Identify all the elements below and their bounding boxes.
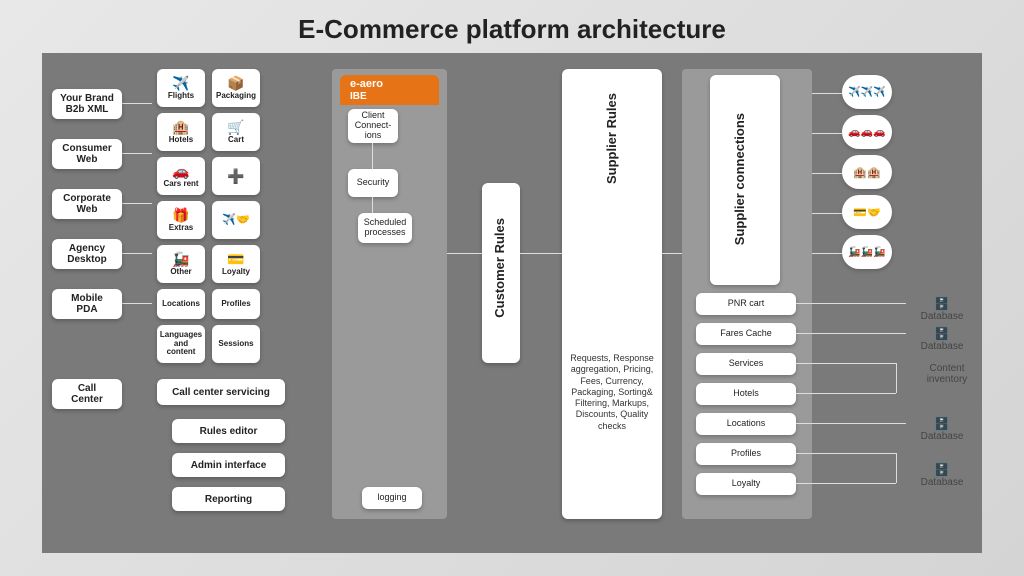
db-4: 🗄️ Database [912,417,972,442]
sup-icon-cars: 🚗🚗🚗 [842,115,892,149]
cat-hotels: 🏨Hotels [157,113,205,151]
cat-loyalty: 💳Loyalty [212,245,260,283]
channel-b2b: Your BrandB2b XML [52,89,122,119]
cat-extras: 🎁Extras [157,201,205,239]
ibe-scheduled: Scheduled processes [358,213,412,243]
channel-consumer: ConsumerWeb [52,139,122,169]
channel-agency: AgencyDesktop [52,239,122,269]
customer-rules-label: Customer Rules [492,218,507,318]
db-1: 🗄️ Database [912,297,972,322]
db-3: Content inventory [912,363,982,385]
supplier-rules-label: Supplier Rules [604,93,619,184]
db-5: 🗄️ Database [912,463,972,488]
channel-mobile: MobilePDA [52,289,122,319]
db-2: 🗄️ Database [912,327,972,352]
eaero-header: e-aeroIBE [340,75,439,105]
ibe-security: Security [348,169,398,197]
page-title: E-Commerce platform architecture [0,0,1024,53]
ibe-logging: logging [362,487,422,509]
cat-locations: Locations [157,289,205,319]
channel-corporate: CorporateWeb [52,189,122,219]
cat-cars: 🚗Cars rent [157,157,205,195]
channel-callcenter: CallCenter [52,379,122,409]
admin-rules: Rules editor [172,419,285,443]
sup-hotels: Hotels [696,383,796,405]
cat-cart: 🛒Cart [212,113,260,151]
cat-flights: ✈️Flights [157,69,205,107]
sup-fares: Fares Cache [696,323,796,345]
cat-sessions: Sessions [212,325,260,363]
diagram-canvas: Your BrandB2b XML ConsumerWeb CorporateW… [42,53,982,553]
sup-pnr: PNR cart [696,293,796,315]
sup-services: Services [696,353,796,375]
cat-languages: Languages and content [157,325,205,363]
admin-interface: Admin interface [172,453,285,477]
sup-locations: Locations [696,413,796,435]
sup-icon-pay: 💳🤝 [842,195,892,229]
supplier-conn-label: Supplier connections [732,113,747,245]
sup-icon-trains: 🚂🚂🚂 [842,235,892,269]
cat-other: 🚂Other [157,245,205,283]
cat-packaging: 📦Packaging [212,69,260,107]
ibe-client: Client Connect-ions [348,109,398,143]
admin-callcenter: Call center servicing [157,379,285,405]
sup-profiles: Profiles [696,443,796,465]
cat-plus: ➕ [212,157,260,195]
cat-profiles: Profiles [212,289,260,319]
cat-combo: ✈️🤝 [212,201,260,239]
admin-reporting: Reporting [172,487,285,511]
sup-icon-flights: ✈️✈️✈️ [842,75,892,109]
supplier-services-text: Requests, Response aggregation, Pricing,… [567,353,657,432]
sup-icon-hotels: 🏨🏨 [842,155,892,189]
sup-loyalty: Loyalty [696,473,796,495]
